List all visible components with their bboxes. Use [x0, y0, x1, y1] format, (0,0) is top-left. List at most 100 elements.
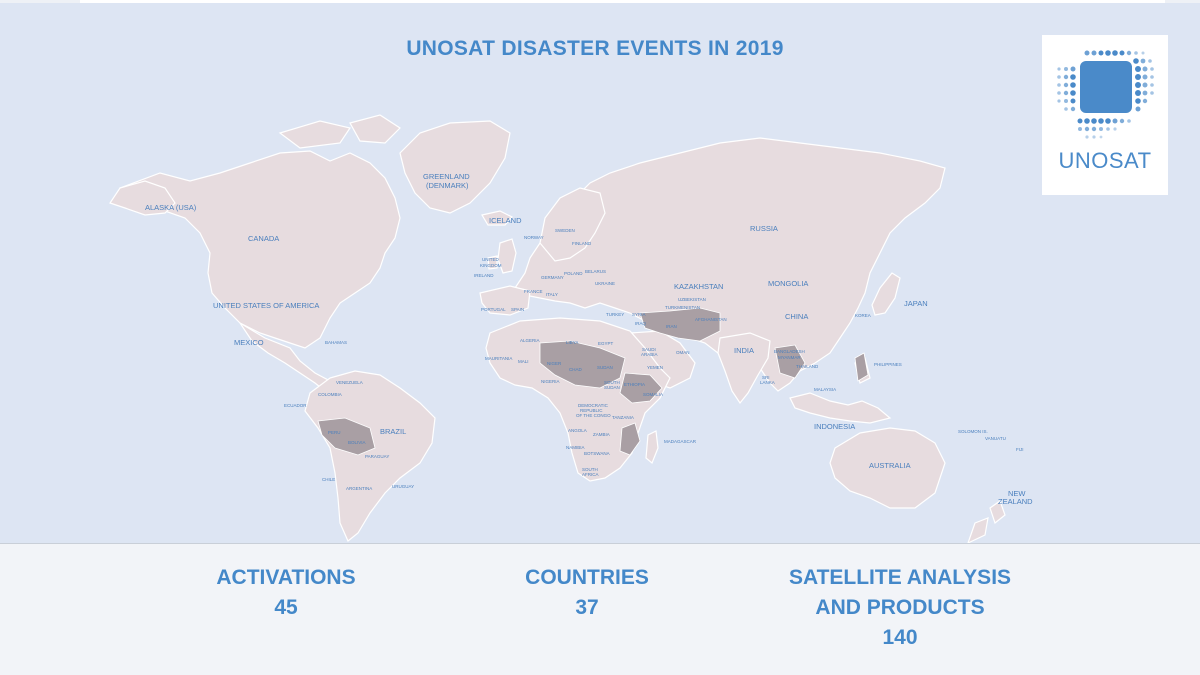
label-drc: DEMOCRATIC: [578, 403, 609, 408]
label-greenland: GREENLAND: [423, 172, 470, 181]
label-zambia: ZAMBIA: [593, 432, 610, 437]
label-uzbekistan: UZBEKISTAN: [678, 297, 706, 302]
label-finland: FINLAND: [572, 241, 592, 246]
label-tanzania: TANZANIA: [612, 415, 634, 420]
label-uruguay: URUGUAY: [392, 484, 414, 489]
label-portugal: PORTUGAL: [481, 307, 506, 312]
land-india: [717, 332, 771, 405]
label-korea: KOREA: [855, 313, 871, 318]
label-iran: IRAN: [666, 324, 677, 329]
label-peru: PERU: [328, 430, 341, 435]
label-somalia: SOMALIA: [643, 392, 663, 397]
label-egypt: EGYPT: [598, 341, 614, 346]
label-mexico: MEXICO: [234, 338, 264, 347]
label-ecuador: ECUADOR: [284, 403, 307, 408]
land-australia: [829, 427, 946, 509]
logo-text: UNOSAT: [1058, 148, 1152, 173]
label-iraq: IRAQ: [635, 321, 647, 326]
label-mongolia: MONGOLIA: [768, 279, 808, 288]
label-japan: JAPAN: [904, 299, 928, 308]
label-south-sudan2: SUDAN: [604, 385, 620, 390]
unosat-logo: UNOSAT: [1042, 35, 1168, 195]
land-new-zealand: [967, 500, 1006, 543]
top-strip: [0, 0, 1200, 3]
page-title: UNOSAT DISASTER EVENTS IN 2019: [406, 37, 784, 60]
label-botswana: BOTSWANA: [584, 451, 610, 456]
label-madagascar: MADAGASCAR: [664, 439, 697, 444]
dotted-square-logo-icon: [1057, 50, 1154, 139]
map-panel: ALASKA (USA) CANADA UNITED STATES OF AME…: [0, 3, 1200, 544]
label-iceland: ICELAND: [489, 216, 522, 225]
label-russia: RUSSIA: [750, 224, 778, 233]
label-syria: SYRIA: [632, 312, 646, 317]
label-nigeria: NIGERIA: [541, 379, 560, 384]
label-drc2: REPUBLIC: [580, 408, 603, 413]
label-ethiopia: ETHIOPIA: [624, 382, 645, 387]
label-myanmar: MYANMAR: [778, 355, 801, 360]
label-greenland2: (DENMARK): [426, 181, 469, 190]
label-spain: SPAIN: [511, 307, 524, 312]
label-germany: GERMANY: [541, 275, 564, 280]
label-bangladesh: BANGLADESH: [774, 349, 805, 354]
affected-mozambique: [619, 422, 641, 456]
label-mali: MALI: [518, 359, 529, 364]
stat-activations-label: ACTIVATIONS: [216, 566, 356, 589]
stat-activations-value: 45: [274, 596, 298, 619]
label-angola: ANGOLA: [568, 428, 587, 433]
label-uk: UNITED: [482, 257, 500, 262]
label-algeria: ALGERIA: [520, 338, 540, 343]
affected-myanmar-thailand: [774, 344, 806, 379]
label-south-sudan: SOUTH: [604, 380, 620, 385]
label-australia: AUSTRALIA: [869, 461, 911, 470]
label-belarus: BELARUS: [585, 269, 606, 274]
affected-philippines: [854, 352, 869, 382]
label-solomon: SOLOMON IS.: [958, 429, 988, 434]
land-madagascar: [645, 430, 659, 464]
land-greenland: [399, 120, 511, 214]
stat-satellite-analysis: SATELLITE ANALYSIS AND PRODUCTS 140: [760, 563, 1040, 653]
land-uk-ireland: [487, 238, 517, 274]
affected-iran-afghanistan: [639, 307, 721, 342]
label-afghanistan: AFGHANISTAN: [695, 317, 727, 322]
label-new-zealand2: ZEALAND: [998, 497, 1033, 506]
label-malaysia: MALAYSIA: [814, 387, 836, 392]
land-iceland: [481, 210, 513, 226]
label-china: CHINA: [785, 312, 808, 321]
label-philippines: PHILIPPINES: [874, 362, 902, 367]
land-alaska: [109, 180, 176, 216]
label-saudi2: ARABIA: [641, 352, 658, 357]
label-canada: CANADA: [248, 234, 279, 243]
label-south-africa: SOUTH: [582, 467, 598, 472]
label-mauritania: MAURITANIA: [485, 356, 512, 361]
label-france: FRANCE: [524, 289, 543, 294]
label-sri-lanka: SRI: [762, 375, 770, 380]
stat-countries-label: COUNTRIES: [525, 566, 649, 589]
label-turkey: TURKEY: [606, 312, 624, 317]
stat-countries-value: 37: [575, 596, 599, 619]
label-bahamas: BAHAMAS: [325, 340, 347, 345]
label-venezuela: VENEZUELA: [336, 380, 363, 385]
label-alaska: ALASKA (USA): [145, 203, 197, 212]
affected-sahel: [539, 340, 626, 389]
land-canada-usa: [119, 150, 401, 349]
label-fiji: FIJI: [1016, 447, 1024, 452]
label-chile: CHILE: [322, 477, 335, 482]
label-argentina: ARGENTINA: [346, 486, 372, 491]
land-iberia: [479, 285, 531, 316]
label-new-zealand: NEW: [1008, 489, 1026, 498]
label-sri-lanka2: LANKA: [760, 380, 775, 385]
label-poland: POLAND: [564, 271, 583, 276]
label-kazakhstan: KAZAKHSTAN: [674, 282, 723, 291]
land-japan: [871, 272, 901, 316]
label-thailand: THAILAND: [796, 364, 819, 369]
land-arctic-islands: [278, 114, 401, 149]
label-drc3: OF THE CONGO: [576, 413, 611, 418]
label-south-africa2: AFRICA: [582, 472, 599, 477]
label-norway: NORWAY: [524, 235, 544, 240]
stat-satellite-label-line2: AND PRODUCTS: [815, 596, 985, 619]
affected-peru-bolivia: [317, 417, 376, 456]
stat-activations: ACTIVATIONS 45: [186, 563, 386, 623]
label-turkmenistan: TURKMENISTAN: [665, 305, 700, 310]
stat-satellite-value: 140: [882, 626, 918, 649]
stats-bar: ACTIVATIONS 45 COUNTRIES 37 SATELLITE AN…: [0, 544, 1200, 675]
